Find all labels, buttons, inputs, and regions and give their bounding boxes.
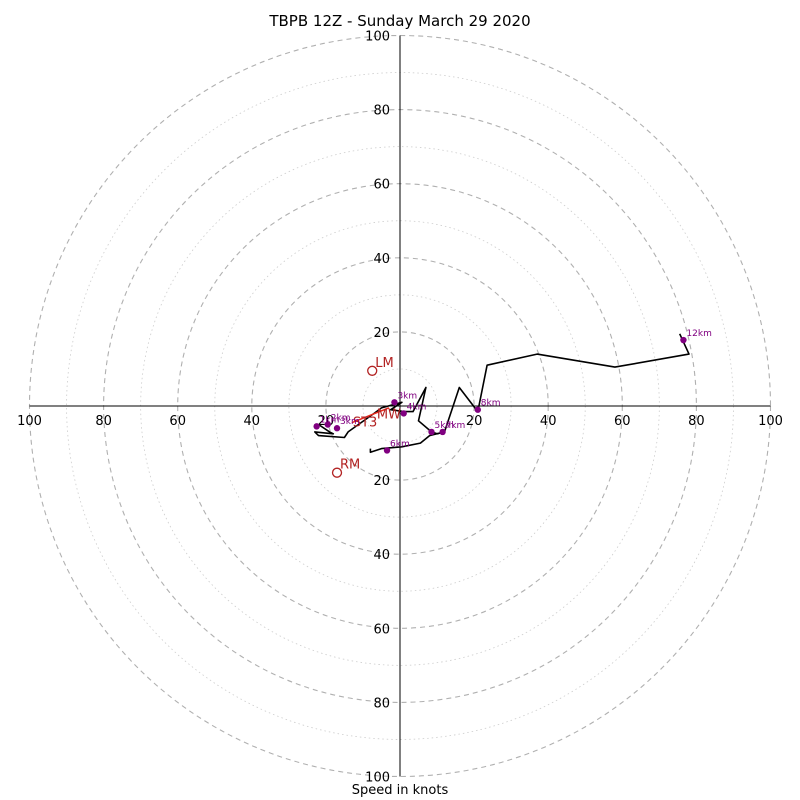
- height-marker-label: 5km: [434, 421, 454, 431]
- y-tick-label: 20: [373, 326, 390, 341]
- chart-title: TBPB 12Z - Sunday March 29 2020: [269, 12, 531, 30]
- height-marker-point: [439, 428, 446, 436]
- storm-motion-markers: LM RM: [331, 356, 394, 478]
- x-tick-label: 100: [17, 414, 42, 429]
- storm-motion-label: RM: [340, 458, 360, 473]
- height-marker-label: 2km: [331, 414, 351, 424]
- x-axis-label: Speed in knots: [351, 783, 449, 798]
- height-marker-point: [680, 336, 687, 344]
- y-tick-label: 20: [373, 474, 390, 489]
- x-tick-label: 60: [614, 414, 631, 429]
- y-tick-label: 80: [373, 696, 390, 711]
- mean-wind-label: MW: [377, 408, 401, 423]
- height-marker-label: 8km: [481, 399, 501, 409]
- height-marker-point: [474, 406, 482, 413]
- x-tick-label: 40: [540, 414, 557, 429]
- hodograph-lower-trace-line: [369, 431, 445, 454]
- height-marker-label: 1km: [320, 415, 340, 425]
- x-tick-label: 80: [688, 414, 705, 429]
- hodograph-trace-line: [313, 333, 690, 439]
- height-marker-point: [400, 410, 407, 417]
- height-marker-point: [391, 399, 398, 406]
- storm-motion-label: LM: [375, 356, 393, 371]
- height-marker-label: 3km: [397, 391, 417, 401]
- height-marker-point: [324, 421, 331, 428]
- x-tick-label: 40: [244, 414, 261, 429]
- tick-labels: 100 80 60 40 20 20 40 60 80 100100806040202040608…: [17, 30, 783, 786]
- height-marker-label: 6km: [390, 439, 410, 449]
- mean-wind-vector: [351, 407, 390, 424]
- height-marker-label: 7km: [446, 421, 466, 431]
- x-tick-label: 20: [466, 414, 483, 429]
- y-tick-label: 60: [373, 178, 390, 193]
- x-tick-label: 60: [169, 414, 186, 429]
- height-marker-point: [333, 425, 341, 432]
- y-tick-label: 60: [373, 622, 390, 637]
- height-marker-label: 12km: [686, 329, 711, 339]
- x-tick-label: 80: [95, 414, 112, 429]
- y-tick-label: 40: [373, 548, 390, 563]
- y-tick-label: 100: [365, 771, 390, 786]
- shear-label: ST3: [353, 416, 377, 431]
- y-tick-label: 100: [365, 30, 390, 45]
- height-marker-point: [383, 447, 391, 454]
- height-marker-label: 3km: [340, 417, 360, 427]
- height-marker-label: 4km: [407, 402, 427, 412]
- storm-motion-marker: [331, 467, 343, 478]
- x-tick-label: 100: [758, 414, 783, 429]
- y-tick-label: 40: [373, 252, 390, 267]
- y-tick-label: 80: [373, 104, 390, 119]
- height-marker-point: [313, 423, 320, 430]
- height-marker-point: [428, 428, 435, 436]
- storm-motion-marker: [367, 365, 378, 376]
- axes: [29, 35, 771, 777]
